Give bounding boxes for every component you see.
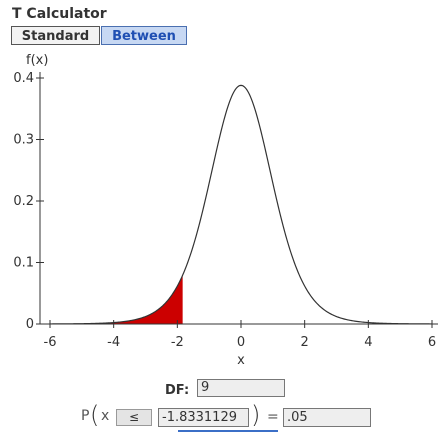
shaded-tail-region <box>50 275 183 324</box>
x-tick-label: 0 <box>237 335 245 350</box>
tab-between[interactable]: Between <box>101 26 187 45</box>
x-input-focus-underline <box>178 430 278 432</box>
density-curve <box>50 84 432 325</box>
x-tick-label: -2 <box>171 335 184 350</box>
x-tick-label: -6 <box>44 335 57 350</box>
p-label: P <box>81 408 90 424</box>
equals-sign: = <box>267 409 279 425</box>
y-tick-label: 0.2 <box>13 194 34 209</box>
x-axis-label: x <box>237 353 245 368</box>
paren-close: ) <box>251 401 261 429</box>
x-variable-label: x <box>101 408 110 424</box>
tab-standard[interactable]: Standard <box>11 26 100 45</box>
app-title: T Calculator <box>12 6 107 22</box>
df-input[interactable]: 9 <box>197 379 285 397</box>
df-label: DF: <box>165 383 190 398</box>
x-tick-label: 6 <box>428 335 436 350</box>
x-tick-label: -4 <box>107 335 120 350</box>
mode-tabs: Standard Between <box>11 26 187 45</box>
x-tick-label: 2 <box>301 335 309 350</box>
y-axis-label: f(x) <box>26 53 48 68</box>
y-tick-label: 0.1 <box>13 256 34 271</box>
paren-open: ( <box>90 401 100 429</box>
y-tick-label: 0.3 <box>13 133 34 148</box>
probability-row: P ( x ≤ -1.8331129 ) = .05 <box>0 401 446 433</box>
t-distribution-chart: -6 -4 -2 0 2 4 6 0 0.1 0.2 0.3 0.4 f(x) x <box>13 53 438 368</box>
x-tick-label: 4 <box>364 335 372 350</box>
y-tick-label: 0 <box>26 317 34 332</box>
operator-select[interactable]: ≤ <box>116 409 152 426</box>
x-value-input[interactable]: -1.8331129 <box>158 408 249 427</box>
probability-input[interactable]: .05 <box>283 408 371 427</box>
y-tick-label: 0.4 <box>13 71 34 86</box>
